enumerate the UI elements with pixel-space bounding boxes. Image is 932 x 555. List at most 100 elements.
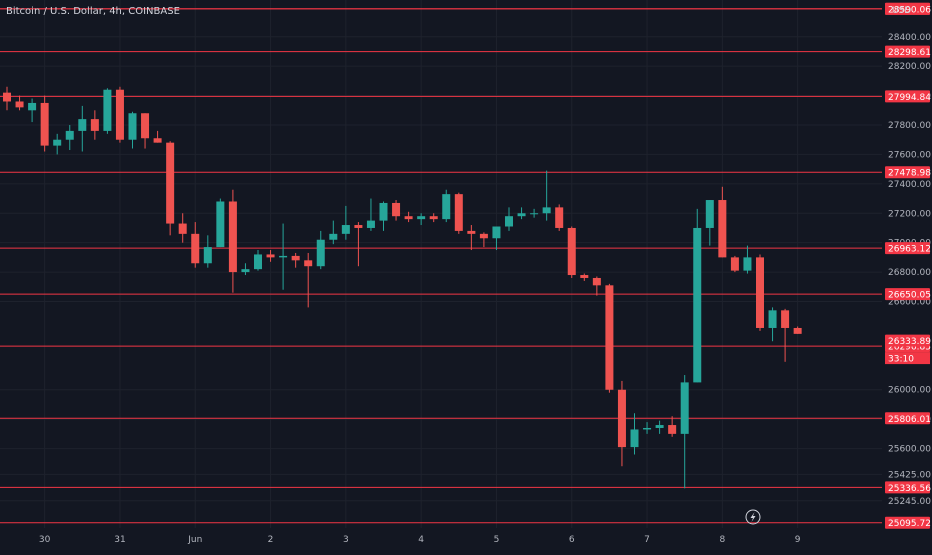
candle-body bbox=[90, 119, 99, 131]
candle-body bbox=[793, 327, 802, 334]
candle-body bbox=[580, 275, 589, 278]
candle-body bbox=[78, 119, 87, 131]
y-tick-label: 25600.00 bbox=[888, 445, 931, 455]
candle bbox=[567, 226, 576, 278]
candle-body bbox=[28, 102, 37, 111]
candles bbox=[3, 86, 802, 489]
candle-body bbox=[668, 425, 677, 434]
price-label-text: 28298.61 bbox=[888, 48, 931, 58]
candle bbox=[467, 225, 476, 251]
candle bbox=[128, 111, 137, 149]
candle-body bbox=[153, 138, 162, 143]
candle bbox=[492, 226, 501, 251]
candle bbox=[417, 213, 426, 226]
candle bbox=[505, 207, 513, 231]
candle bbox=[530, 208, 539, 218]
candle bbox=[605, 283, 614, 393]
level-price-label: 25806.01 bbox=[885, 412, 931, 425]
countdown-text: 33:10 bbox=[888, 355, 914, 365]
candle bbox=[392, 200, 401, 221]
candle bbox=[768, 307, 777, 342]
overlay bbox=[745, 509, 761, 525]
candle-body bbox=[279, 255, 288, 258]
price-label-text: 27478.98 bbox=[888, 169, 931, 179]
candle bbox=[3, 86, 11, 111]
y-tick-label: 26800.00 bbox=[888, 268, 931, 278]
lightning-icon[interactable] bbox=[745, 509, 761, 525]
candle-body bbox=[141, 113, 150, 139]
price-label-bg bbox=[885, 166, 930, 179]
candle-body bbox=[53, 139, 62, 146]
candle bbox=[705, 200, 714, 246]
candle-body bbox=[517, 213, 526, 217]
candle bbox=[542, 170, 551, 221]
y-tick-label: 27200.00 bbox=[888, 209, 931, 219]
candle-body bbox=[228, 201, 237, 273]
candle-body bbox=[366, 220, 375, 228]
price-label-bg bbox=[885, 242, 930, 255]
candle bbox=[756, 254, 764, 331]
candle-body bbox=[40, 102, 49, 146]
level-price-label: 27478.98 bbox=[885, 166, 931, 179]
level-price-label: 26333.89 bbox=[885, 334, 931, 347]
level-price-label: 26650.05 bbox=[885, 288, 931, 301]
candle-body bbox=[216, 201, 225, 248]
countdown-bg bbox=[885, 352, 930, 365]
price-label-text: 25336.56 bbox=[888, 484, 931, 494]
candle bbox=[90, 110, 99, 140]
level-price-label: 27994.84 bbox=[885, 90, 931, 103]
time-axis: 30 31 Jun 2 3 4 5 6 7 8 9 bbox=[39, 535, 801, 545]
candle bbox=[781, 308, 790, 362]
price-label-text: 26963.12 bbox=[888, 245, 931, 255]
candle bbox=[316, 230, 325, 270]
level-price-label: 28590.06 bbox=[885, 2, 931, 15]
candle-body bbox=[178, 223, 187, 234]
x-tick-label: Jun bbox=[187, 535, 202, 545]
x-tick-label: 9 bbox=[795, 535, 801, 545]
price-label-text: 28590.06 bbox=[888, 5, 931, 15]
candle-body bbox=[693, 227, 702, 383]
candle bbox=[279, 223, 288, 290]
candle-body bbox=[417, 216, 426, 220]
level-price-label: 26963.12 bbox=[885, 242, 931, 255]
candle bbox=[228, 189, 237, 293]
candle-body bbox=[241, 269, 250, 273]
candle bbox=[304, 252, 313, 308]
level-price-label: 28298.61 bbox=[885, 45, 931, 58]
y-tick-label: 28200.00 bbox=[888, 62, 931, 72]
candle-body bbox=[191, 233, 200, 264]
y-tick-label: 27800.00 bbox=[888, 121, 931, 131]
candle-body bbox=[605, 285, 614, 390]
candle bbox=[191, 222, 200, 268]
y-tick-label: 28400.00 bbox=[888, 33, 931, 43]
candle-body bbox=[166, 142, 175, 224]
candle bbox=[53, 133, 62, 155]
x-tick-label: 30 bbox=[39, 535, 51, 545]
countdown-label: 33:10 bbox=[885, 352, 930, 365]
candle-body bbox=[530, 213, 539, 215]
price-label-bg bbox=[885, 516, 930, 529]
price-label-bg bbox=[885, 412, 930, 425]
grid bbox=[0, 0, 882, 528]
candle bbox=[216, 198, 225, 248]
candle bbox=[404, 211, 413, 223]
candle bbox=[178, 213, 187, 243]
candle bbox=[103, 88, 112, 134]
candle-body bbox=[379, 202, 388, 221]
candle bbox=[329, 220, 338, 245]
candle bbox=[241, 263, 250, 276]
candle bbox=[366, 198, 375, 231]
candle-body bbox=[655, 425, 664, 428]
candle-body bbox=[341, 225, 350, 234]
x-tick-label: 5 bbox=[494, 535, 500, 545]
candle bbox=[78, 105, 87, 152]
x-tick-label: 4 bbox=[418, 535, 424, 545]
candle bbox=[655, 420, 664, 434]
x-tick-label: 2 bbox=[268, 535, 274, 545]
candle bbox=[630, 413, 639, 455]
y-tick-label: 27600.00 bbox=[888, 150, 931, 160]
candle-body bbox=[65, 130, 74, 140]
